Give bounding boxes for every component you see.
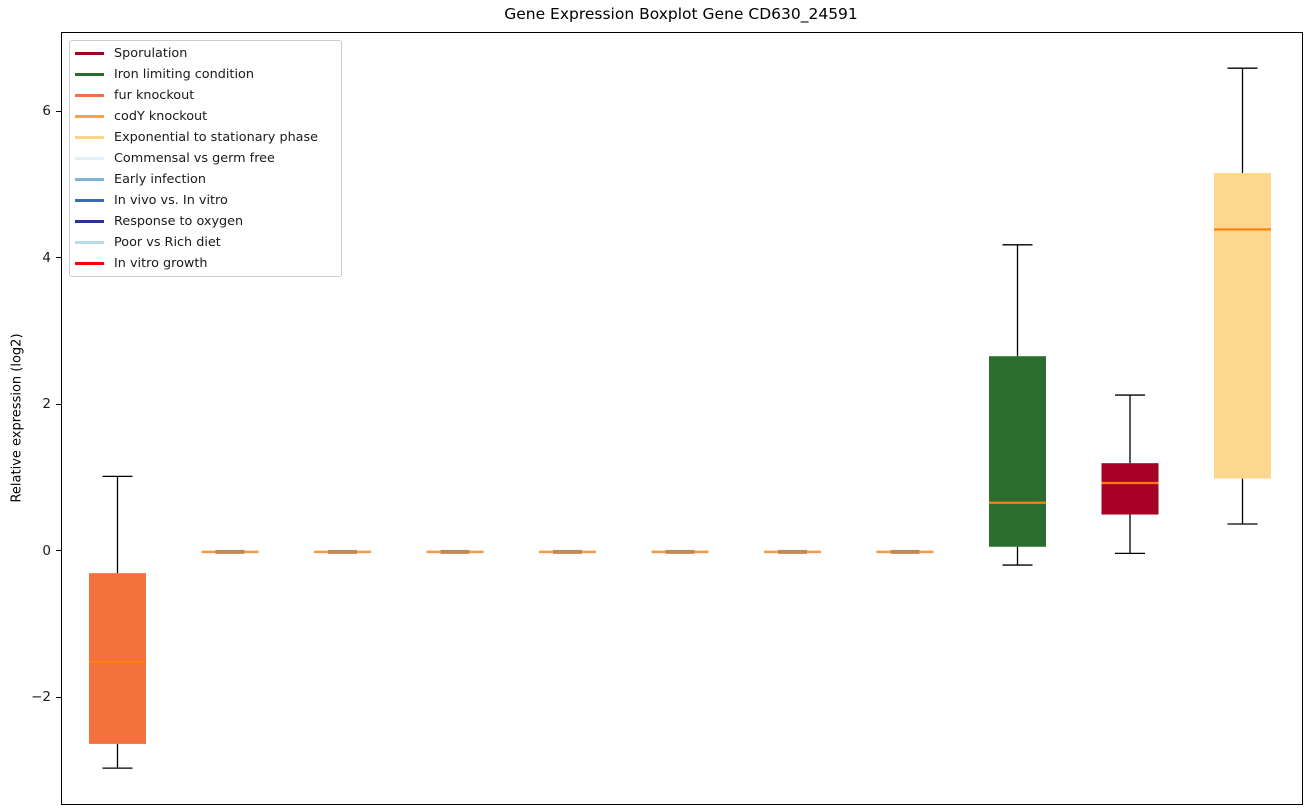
flat-box-center (440, 549, 470, 554)
y-tick-mark (56, 696, 61, 699)
plot-area: Sporulation Iron limiting condition fur kn… (61, 32, 1303, 805)
y-tick-label: 6 (42, 103, 51, 120)
legend-item: fur knockout (70, 85, 341, 106)
legend-label: Early infection (114, 172, 206, 187)
y-tick-mark (56, 257, 61, 259)
chart-title: Gene Expression Boxplot Gene CD630_24591 (504, 5, 858, 23)
box (1101, 463, 1159, 515)
legend-item: In vivo vs. In vitro (70, 190, 341, 211)
y-tick-mark (56, 550, 61, 552)
legend-label: Sporulation (114, 46, 188, 61)
legend-label: In vitro growth (114, 256, 208, 271)
legend-item: codY knockout (70, 106, 341, 127)
box (89, 573, 146, 744)
y-tick-mark (56, 403, 61, 405)
legend-item: Response to oxygen (70, 211, 341, 232)
legend-color-swatch (75, 73, 104, 76)
legend-color-swatch (75, 115, 104, 118)
legend-color-swatch (75, 262, 104, 265)
flat-box-center (328, 549, 357, 554)
legend-color-swatch (75, 220, 104, 223)
legend-color-swatch (75, 94, 104, 97)
legend-label: In vivo vs. In vitro (114, 193, 228, 208)
legend-color-swatch (75, 157, 104, 160)
y-tick-label: 4 (42, 249, 51, 266)
legend-item: In vitro growth (70, 253, 341, 274)
legend-label: fur knockout (114, 88, 195, 103)
legend-color-swatch (75, 199, 104, 202)
boxplot-svg (89, 67, 1271, 769)
legend-color-swatch (75, 241, 104, 244)
legend-label: codY knockout (114, 109, 208, 124)
flat-box-center (215, 549, 245, 554)
legend-label: Exponential to stationary phase (114, 130, 319, 145)
legend-item: Exponential to stationary phase (70, 127, 341, 148)
legend-item: Iron limiting condition (70, 64, 341, 85)
legend-label: Commensal vs germ free (114, 151, 275, 166)
flat-box-center (890, 549, 920, 554)
legend-label: Iron limiting condition (114, 67, 254, 82)
legend: Sporulation Iron limiting condition fur kn… (69, 40, 342, 277)
legend-color-swatch (75, 136, 104, 139)
flat-box-center (665, 549, 695, 554)
legend-item: Poor vs Rich diet (70, 232, 341, 253)
box (1214, 172, 1271, 479)
legend-item: Commensal vs germ free (70, 148, 341, 169)
legend-color-swatch (75, 178, 104, 181)
legend-item: Early infection (70, 169, 341, 190)
flat-box-center (778, 549, 807, 554)
box (989, 356, 1046, 547)
y-axis-label: Relative expression (log2) (9, 333, 25, 503)
legend-label: Poor vs Rich diet (114, 235, 221, 250)
legend-color-swatch (75, 52, 104, 55)
y-tick-label: 0 (42, 542, 51, 559)
y-tick-label: −2 (31, 689, 51, 706)
y-tick-label: 2 (42, 396, 51, 413)
legend-label: Response to oxygen (114, 214, 244, 229)
legend-item: Sporulation (70, 43, 341, 64)
flat-box-center (553, 549, 582, 554)
y-tick-mark (56, 110, 61, 112)
